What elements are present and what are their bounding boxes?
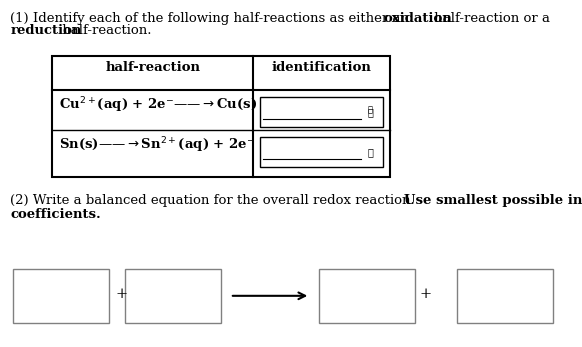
Text: oxidation: oxidation: [384, 12, 452, 25]
Text: half-reaction.: half-reaction.: [58, 24, 152, 37]
FancyBboxPatch shape: [260, 137, 383, 167]
FancyBboxPatch shape: [52, 56, 390, 177]
FancyBboxPatch shape: [260, 97, 383, 127]
FancyBboxPatch shape: [13, 269, 109, 323]
FancyBboxPatch shape: [319, 269, 415, 323]
Text: Use smallest possible integer: Use smallest possible integer: [404, 194, 582, 207]
Text: ⤵: ⤵: [367, 147, 373, 157]
Text: half-reaction: half-reaction: [105, 61, 200, 74]
Text: identification: identification: [272, 61, 371, 74]
Text: coefficients.: coefficients.: [10, 208, 101, 220]
Text: ❯: ❯: [368, 106, 372, 114]
Text: +: +: [116, 287, 128, 301]
Text: half-reaction or a: half-reaction or a: [430, 12, 550, 25]
Text: reduction: reduction: [10, 24, 82, 37]
FancyBboxPatch shape: [125, 269, 221, 323]
FancyBboxPatch shape: [457, 269, 553, 323]
Text: (2) Write a balanced equation for the overall redox reaction.: (2) Write a balanced equation for the ov…: [10, 194, 420, 207]
Text: (1) Identify each of the following half-reactions as either an: (1) Identify each of the following half-…: [10, 12, 414, 25]
Text: ⤵: ⤵: [367, 107, 373, 117]
Text: +: +: [420, 287, 432, 301]
Text: Cu$^{2+}$(aq) + 2e$^{-}$——$\rightarrow$Cu(s): Cu$^{2+}$(aq) + 2e$^{-}$——$\rightarrow$C…: [59, 96, 258, 116]
Text: Sn(s)——$\rightarrow$Sn$^{2+}$(aq) + 2e$^{-}$: Sn(s)——$\rightarrow$Sn$^{2+}$(aq) + 2e$^…: [59, 136, 255, 155]
